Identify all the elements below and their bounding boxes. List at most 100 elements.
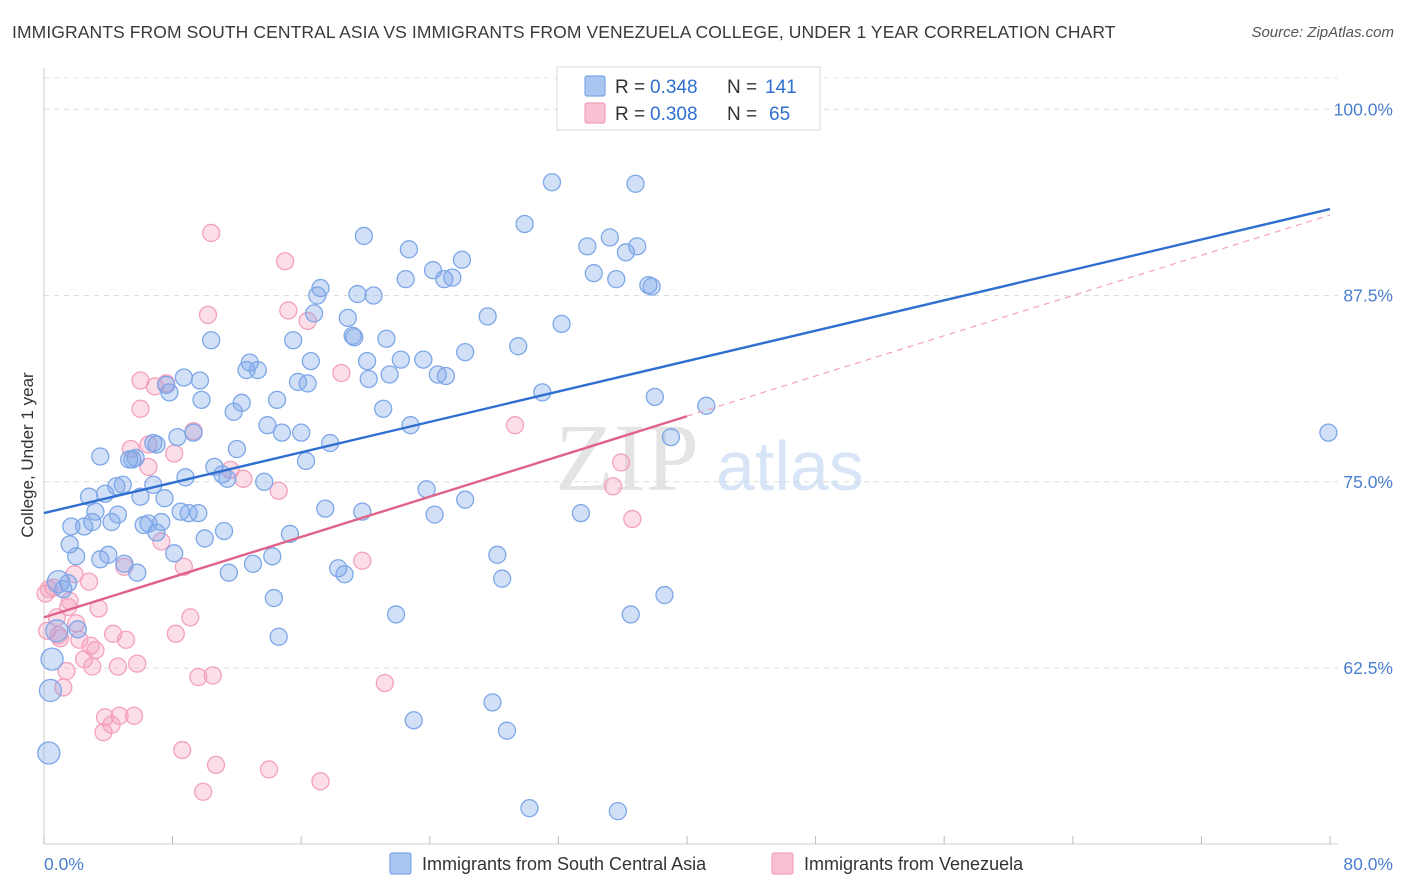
data-point-south-central-asia xyxy=(258,416,277,435)
data-point-south-central-asia xyxy=(642,277,661,296)
data-point-venezuela xyxy=(57,661,76,681)
data-point-south-central-asia xyxy=(292,423,311,442)
data-point-venezuela xyxy=(173,740,192,760)
data-point-south-central-asia xyxy=(54,579,73,599)
data-point-south-central-asia xyxy=(179,503,198,523)
data-point-south-central-asia xyxy=(354,226,374,246)
data-point-south-central-asia xyxy=(377,329,396,348)
data-point-south-central-asia xyxy=(144,433,163,453)
source-credit: Source: ZipAtlas.com xyxy=(1251,24,1394,41)
data-point-south-central-asia xyxy=(284,331,303,350)
data-point-south-central-asia xyxy=(174,368,194,387)
data-point-venezuela xyxy=(174,557,194,576)
data-point-venezuela xyxy=(193,782,213,801)
data-point-south-central-asia xyxy=(626,174,645,193)
data-point-south-central-asia xyxy=(316,499,335,518)
trend-line-venezuela-extension xyxy=(686,214,1331,417)
data-point-south-central-asia xyxy=(661,427,681,447)
data-point-south-central-asia xyxy=(621,605,640,624)
data-point-south-central-asia xyxy=(478,307,497,326)
data-point-venezuela xyxy=(603,477,623,496)
y-axis-title: College, Under 1 year xyxy=(18,372,37,538)
data-point-south-central-asia xyxy=(160,383,179,402)
data-point-south-central-asia xyxy=(456,490,475,509)
data-point-south-central-asia xyxy=(184,423,203,442)
data-point-south-central-asia xyxy=(255,472,274,491)
data-point-south-central-asia xyxy=(189,503,208,523)
y-tick-label: 62.5% xyxy=(1343,658,1393,678)
data-point-venezuela xyxy=(166,624,185,643)
data-point-venezuela xyxy=(332,363,351,383)
data-point-south-central-asia xyxy=(386,605,406,624)
data-point-south-central-asia xyxy=(345,328,364,347)
data-point-south-central-asia xyxy=(404,711,423,730)
legend-swatch-south-central-asia xyxy=(584,75,606,97)
data-point-venezuela xyxy=(234,469,253,488)
data-point-south-central-asia xyxy=(248,360,267,380)
data-point-south-central-asia xyxy=(380,365,399,384)
data-point-south-central-asia xyxy=(304,304,324,323)
data-point-south-central-asia xyxy=(165,544,184,563)
data-point-south-central-asia xyxy=(483,693,502,712)
legend-n-label-1: N = xyxy=(727,77,757,98)
data-point-venezuela xyxy=(124,706,144,725)
legend-r-value-1: 0.348 xyxy=(650,77,698,98)
data-point-south-central-asia xyxy=(414,350,433,369)
legend-r-label-2: R = xyxy=(615,104,645,125)
data-point-south-central-asia xyxy=(38,678,63,703)
data-point-venezuela xyxy=(198,305,218,325)
data-point-south-central-asia xyxy=(552,314,571,333)
data-point-south-central-asia xyxy=(515,214,534,234)
data-point-south-central-asia xyxy=(218,469,237,488)
data-point-venezuela xyxy=(275,252,295,271)
data-point-south-central-asia xyxy=(147,523,166,542)
data-point-south-central-asia xyxy=(102,512,121,532)
data-point-south-central-asia xyxy=(113,475,132,494)
x-tick-min: 0.0% xyxy=(44,854,84,874)
data-point-south-central-asia xyxy=(338,308,357,328)
data-point-south-central-asia xyxy=(600,228,619,247)
x-tick-max: 80.0% xyxy=(1343,854,1393,874)
data-point-venezuela xyxy=(83,657,102,676)
data-point-venezuela xyxy=(611,453,631,472)
data-point-venezuela xyxy=(269,481,288,500)
data-point-south-central-asia xyxy=(396,269,415,289)
data-point-south-central-asia xyxy=(40,647,64,671)
data-point-south-central-asia xyxy=(264,588,284,608)
data-point-south-central-asia xyxy=(128,563,147,582)
data-point-venezuela xyxy=(165,444,184,463)
data-point-south-central-asia xyxy=(219,563,239,582)
data-point-south-central-asia xyxy=(301,351,320,371)
series-legend: Immigrants from South Central Asia Immig… xyxy=(389,852,1024,875)
data-point-south-central-asia xyxy=(195,529,214,548)
data-point-south-central-asia xyxy=(357,351,377,371)
data-point-south-central-asia xyxy=(269,627,288,646)
data-point-south-central-asia xyxy=(214,521,234,541)
data-point-south-central-asia xyxy=(243,554,263,573)
data-point-south-central-asia xyxy=(155,489,174,508)
data-point-south-central-asia xyxy=(45,619,69,643)
data-point-south-central-asia xyxy=(443,268,462,287)
data-point-venezuela xyxy=(110,706,129,725)
data-point-south-central-asia xyxy=(425,505,444,524)
data-point-south-central-asia xyxy=(520,799,539,818)
data-point-venezuela xyxy=(375,673,394,693)
stats-legend: R = 0.348 N = 141 R = 0.308 N = 65 xyxy=(556,66,821,131)
data-point-south-central-asia xyxy=(655,585,674,605)
legend-n-value-1: 141 xyxy=(765,77,797,98)
bottom-legend-label-south-central-asia: Immigrants from South Central Asia xyxy=(422,854,707,874)
data-point-south-central-asia xyxy=(492,569,512,588)
data-point-south-central-asia xyxy=(607,269,626,289)
data-point-venezuela xyxy=(152,532,171,551)
data-point-venezuela xyxy=(279,301,298,320)
data-point-south-central-asia xyxy=(391,350,411,369)
data-point-south-central-asia xyxy=(58,573,78,593)
series-venezuela-points xyxy=(36,223,642,801)
watermark-atlas: atlas xyxy=(716,427,864,505)
data-point-venezuela xyxy=(131,399,150,418)
data-point-south-central-asia xyxy=(62,517,81,536)
data-point-south-central-asia xyxy=(542,173,562,192)
data-point-south-central-asia xyxy=(488,545,507,564)
x-tick-labels: 0.0% 80.0% xyxy=(44,854,1393,874)
axes xyxy=(43,68,1338,845)
